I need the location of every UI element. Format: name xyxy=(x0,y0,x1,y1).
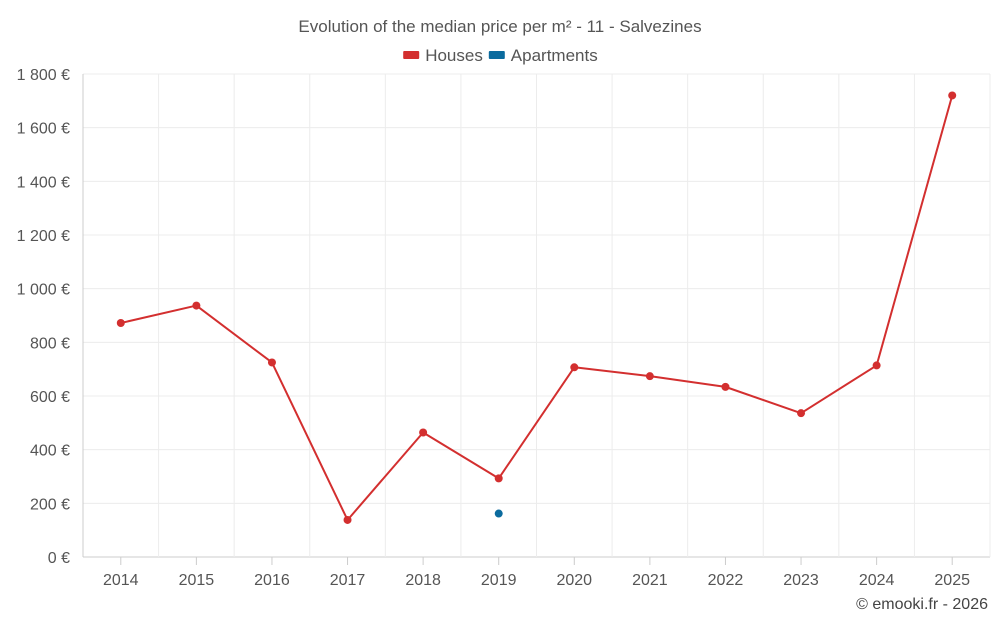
legend-swatch-apartments xyxy=(488,51,505,59)
grid xyxy=(82,73,991,558)
data-point-houses xyxy=(116,319,125,328)
x-tick-label: 2017 xyxy=(330,572,366,589)
x-tick-label: 2018 xyxy=(405,572,441,589)
chart-title: Evolution of the median price per m² - 1… xyxy=(298,17,701,36)
data-point-houses xyxy=(419,428,428,437)
data-point-houses xyxy=(872,361,881,370)
legend-label-apartments: Apartments xyxy=(511,46,598,65)
y-tick-label: 800 € xyxy=(30,335,70,352)
x-tick-label: 2024 xyxy=(859,572,895,589)
data-point-houses xyxy=(797,409,806,418)
x-tick-label: 2022 xyxy=(708,572,744,589)
y-tick-label: 1 600 € xyxy=(17,121,70,138)
series-layer xyxy=(116,91,957,524)
y-tick-label: 1 000 € xyxy=(17,282,70,299)
x-tick-label: 2014 xyxy=(103,572,139,589)
y-tick-label: 400 € xyxy=(30,443,70,460)
y-tick-label: 1 400 € xyxy=(17,174,70,191)
series-houses xyxy=(116,91,957,524)
x-tick-label: 2025 xyxy=(934,572,970,589)
x-tick-label: 2015 xyxy=(179,572,215,589)
x-tick-label: 2023 xyxy=(783,572,819,589)
legend-label-houses: Houses xyxy=(425,46,483,65)
data-point-houses xyxy=(721,382,730,391)
legend-swatch-houses xyxy=(403,51,420,59)
data-point-houses xyxy=(494,474,503,483)
series-apartments xyxy=(494,509,503,518)
x-axis: 2014 2015 2016 2017 2018 2019 2020 2021 2022 2023… xyxy=(103,557,970,589)
data-point-houses xyxy=(645,372,654,381)
y-tick-label: 0 € xyxy=(48,550,70,567)
data-point-houses xyxy=(570,363,579,372)
y-tick-label: 200 € xyxy=(30,496,70,513)
legend-item-apartments: Apartments xyxy=(488,46,598,65)
y-tick-label: 1 200 € xyxy=(17,228,70,245)
x-tick-label: 2016 xyxy=(254,572,290,589)
y-tick-label: 600 € xyxy=(30,389,70,406)
y-tick-label: 1 800 € xyxy=(17,67,70,84)
x-tick-label: 2020 xyxy=(556,572,592,589)
data-point-houses xyxy=(948,91,957,100)
data-point-houses xyxy=(192,301,201,310)
credit-text: © emooki.fr - 2026 xyxy=(856,596,988,613)
legend-item-houses: Houses xyxy=(403,46,483,65)
legend: Houses Apartments xyxy=(403,46,598,65)
data-point-houses xyxy=(343,515,352,524)
x-tick-label: 2019 xyxy=(481,572,517,589)
data-point-apartments xyxy=(494,509,503,518)
x-tick-label: 2021 xyxy=(632,572,668,589)
y-axis: 0 € 200 € 400 € 600 € 800 € 1 000 € 1 200 € 1 4… xyxy=(17,67,70,567)
series-line-houses xyxy=(120,95,954,521)
data-point-houses xyxy=(267,358,276,367)
